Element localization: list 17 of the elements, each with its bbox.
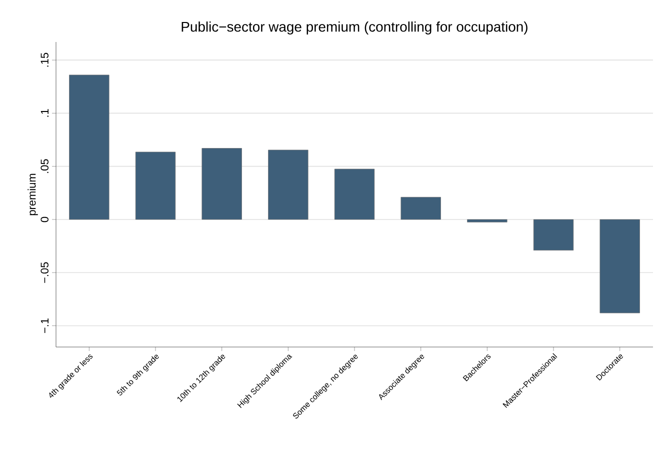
bar <box>400 196 441 220</box>
bar <box>268 150 308 220</box>
bar <box>533 219 574 250</box>
bar <box>600 219 640 314</box>
chart-title: Public−sector wage premium (controlling for occupation) <box>182 21 528 34</box>
bar <box>334 168 375 220</box>
bar <box>135 152 176 220</box>
y-tick-label: −.1 <box>40 318 48 333</box>
bar <box>69 74 110 220</box>
y-tick-label: −.05 <box>40 262 48 283</box>
bar <box>467 219 508 222</box>
y-tick-label: 0 <box>40 216 48 222</box>
y-axis-title: premium <box>28 174 38 216</box>
y-tick-label: .05 <box>40 159 48 173</box>
y-tick-label: .1 <box>40 109 48 117</box>
bar <box>202 148 242 220</box>
y-tick-label: .15 <box>40 52 48 67</box>
